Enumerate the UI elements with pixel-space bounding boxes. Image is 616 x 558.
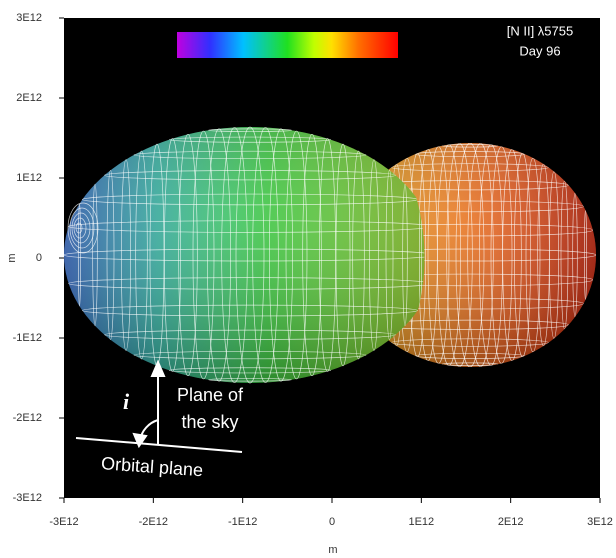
y-tick-label: 1E12 bbox=[16, 172, 42, 184]
annotation: Day 96 bbox=[519, 43, 560, 58]
y-tick-label: -1E12 bbox=[13, 332, 42, 344]
colorbar bbox=[177, 32, 398, 58]
left-lobe bbox=[64, 127, 436, 383]
y-tick-label: 2E12 bbox=[16, 92, 42, 104]
annotation: i bbox=[123, 389, 130, 414]
y-tick-label: -3E12 bbox=[13, 492, 42, 504]
x-axis-label: m bbox=[328, 544, 337, 556]
colorbar-label: Velocity (km s⁻¹) bbox=[239, 71, 335, 86]
x-tick-label: 2E12 bbox=[498, 516, 524, 528]
x-tick-label: 0 bbox=[329, 516, 335, 528]
y-tick-label: -2E12 bbox=[13, 412, 42, 424]
annotation: the sky bbox=[181, 412, 238, 432]
x-tick-label: -3E12 bbox=[49, 516, 78, 528]
x-tick-label: 1E12 bbox=[408, 516, 434, 528]
y-tick-label: 0 bbox=[36, 252, 42, 264]
x-tick-label: -1E12 bbox=[228, 516, 257, 528]
annotation: [N II] λ5755 bbox=[507, 23, 573, 38]
colorbar-tick: -600 bbox=[163, 73, 191, 89]
x-tick-label: -2E12 bbox=[139, 516, 168, 528]
annotation: Plane of bbox=[177, 385, 244, 405]
y-tick-label: 3E12 bbox=[16, 12, 42, 24]
colorbar-tick: 800 bbox=[386, 73, 410, 89]
x-tick-label: 3E12 bbox=[587, 516, 613, 528]
y-axis-label: m bbox=[6, 253, 18, 262]
chart: -600 800 Velocity (km s⁻¹) [N II] λ5755 … bbox=[0, 0, 616, 558]
